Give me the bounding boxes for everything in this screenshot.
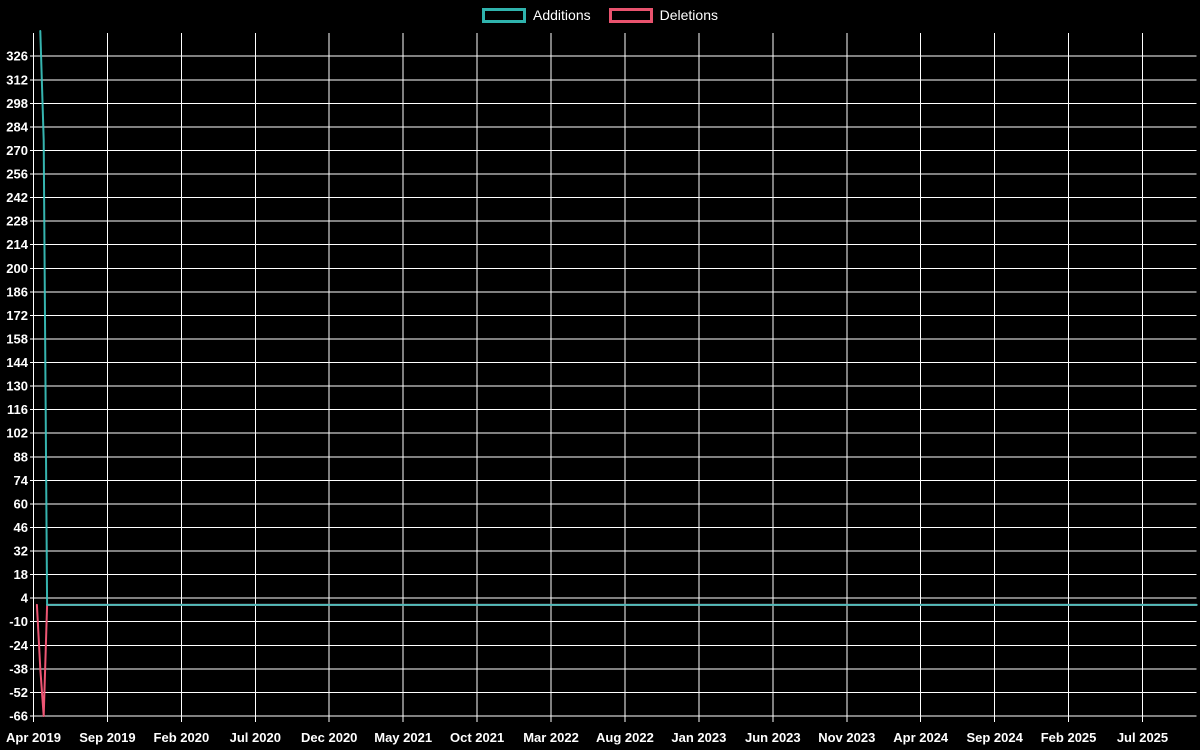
y-tick-label: 298 xyxy=(6,96,28,111)
y-tick-label: 102 xyxy=(6,426,28,441)
x-tick-label: Oct 2021 xyxy=(450,730,504,745)
y-tick-label: 158 xyxy=(6,331,28,346)
y-tick-label: 32 xyxy=(14,544,28,559)
y-tick-label: 326 xyxy=(6,49,28,64)
x-tick-label: Nov 2023 xyxy=(818,730,875,745)
x-tick-labels: Apr 2019 Sep 2019 Feb 2020 Jul 2020 Dec 2020… xyxy=(6,730,1168,745)
x-tick-label: Feb 2020 xyxy=(154,730,210,745)
y-tick-label: 144 xyxy=(6,355,28,370)
y-tick-labels: -66 -52 -38 -24 -10 4 18 32 46 60 74 88 102 116 130 144… xyxy=(6,49,28,724)
y-tick-label: 214 xyxy=(6,237,28,252)
x-tick-label: Feb 2025 xyxy=(1041,730,1097,745)
y-tick-label: 200 xyxy=(6,261,28,276)
legend-item-deletions[interactable]: Deletions xyxy=(608,6,718,24)
x-tick-label: Apr 2024 xyxy=(893,730,949,745)
y-tick-label: 116 xyxy=(7,402,28,417)
y-tick-label: 228 xyxy=(6,214,28,229)
x-tick-label: May 2021 xyxy=(374,730,432,745)
x-gridlines xyxy=(33,33,1143,722)
y-tick-label: 74 xyxy=(14,473,29,488)
y-tick-label: 256 xyxy=(6,167,28,182)
x-tick-label: Jul 2025 xyxy=(1117,730,1168,745)
y-tick-label: -10 xyxy=(9,614,28,629)
additions-swatch-icon xyxy=(482,7,527,23)
y-tick-label: -52 xyxy=(9,685,28,700)
y-tick-label: 172 xyxy=(6,308,28,323)
y-tick-label: 18 xyxy=(14,567,28,582)
y-tick-label: 186 xyxy=(6,284,28,299)
deletions-swatch-icon xyxy=(608,7,653,23)
y-tick-label: 284 xyxy=(6,119,28,134)
additions-line xyxy=(39,30,1198,606)
x-tick-label: Jun 2023 xyxy=(745,730,801,745)
y-tick-label: 130 xyxy=(6,379,28,394)
x-tick-label: Sep 2024 xyxy=(966,730,1023,745)
x-tick-label: Dec 2020 xyxy=(301,730,357,745)
y-tick-label: 270 xyxy=(6,143,28,158)
y-tick-label: 4 xyxy=(21,591,29,606)
y-tick-label: 88 xyxy=(14,449,28,464)
x-tick-label: Mar 2022 xyxy=(523,730,579,745)
y-gridlines xyxy=(30,55,1197,717)
y-tick-label: 312 xyxy=(6,72,28,87)
chart-legend: Additions Deletions xyxy=(0,6,1200,24)
x-tick-label: Jul 2020 xyxy=(230,730,281,745)
legend-label-deletions: Deletions xyxy=(659,7,718,23)
legend-item-additions[interactable]: Additions xyxy=(482,6,591,24)
y-tick-label: 46 xyxy=(14,520,28,535)
x-tick-label: Jan 2023 xyxy=(671,730,726,745)
x-tick-label: Aug 2022 xyxy=(596,730,654,745)
x-tick-label: Sep 2019 xyxy=(79,730,135,745)
y-tick-label: 242 xyxy=(6,190,28,205)
x-tick-label: Apr 2019 xyxy=(6,730,61,745)
y-tick-label: -24 xyxy=(9,638,29,653)
y-tick-label: -66 xyxy=(9,709,28,724)
y-tick-label: -38 xyxy=(9,661,28,676)
legend-label-additions: Additions xyxy=(533,7,591,23)
y-tick-label: 60 xyxy=(14,496,28,511)
